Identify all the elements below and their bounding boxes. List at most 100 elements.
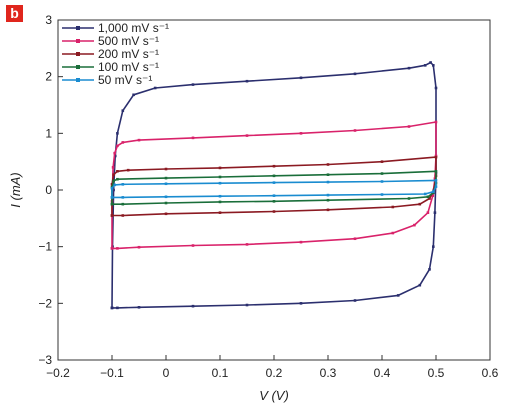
legend-label: 200 mV s⁻¹: [98, 47, 159, 61]
data-point: [111, 166, 115, 169]
legend-swatch-marker: [76, 39, 80, 43]
data-point: [218, 200, 222, 204]
x-axis-label: V (V): [259, 388, 289, 403]
series-line: [111, 170, 437, 205]
y-tick-label: −3: [38, 353, 52, 367]
data-point: [432, 190, 435, 193]
data-point: [137, 306, 141, 309]
data-point: [110, 187, 114, 190]
legend-swatch-marker: [76, 52, 80, 56]
data-point: [428, 197, 431, 200]
data-point: [121, 202, 125, 206]
data-point: [121, 196, 125, 199]
y-axis-label: I (mA): [8, 172, 23, 207]
data-point: [299, 76, 303, 80]
data-point: [164, 182, 168, 186]
data-point: [116, 247, 119, 250]
series-group: [110, 170, 438, 206]
data-point: [418, 283, 422, 287]
data-point: [396, 294, 400, 297]
data-point: [110, 306, 114, 310]
data-point: [272, 210, 276, 213]
legend-swatch-marker: [76, 78, 80, 82]
data-point: [116, 306, 119, 310]
data-point: [423, 64, 427, 67]
x-tick-label: 0.6: [482, 366, 499, 380]
data-point: [423, 192, 427, 196]
data-point: [326, 173, 330, 176]
series-line: [111, 156, 437, 217]
data-point: [426, 195, 430, 199]
x-tick-label: 0.1: [212, 366, 229, 380]
data-point: [218, 194, 222, 198]
data-point: [353, 299, 357, 302]
data-point: [429, 61, 432, 64]
data-point: [391, 231, 395, 235]
legend-label: 500 mV s⁻¹: [98, 34, 159, 48]
data-point: [434, 170, 438, 173]
data-point: [245, 243, 249, 246]
data-point: [326, 163, 330, 166]
data-point: [245, 79, 249, 83]
x-tick-label: 0.2: [266, 366, 283, 380]
data-point: [299, 132, 303, 135]
data-point: [116, 132, 119, 135]
data-point: [218, 181, 222, 185]
data-point: [191, 83, 195, 86]
data-point: [426, 211, 430, 214]
data-point: [391, 205, 395, 209]
data-point: [116, 170, 119, 173]
data-point: [431, 194, 435, 197]
data-point: [407, 125, 411, 128]
data-point: [433, 211, 437, 214]
legend-swatch-marker: [76, 26, 80, 30]
data-point: [432, 245, 435, 248]
data-point: [164, 201, 168, 205]
x-tick-label: 0.5: [428, 366, 445, 380]
data-point: [299, 240, 303, 244]
data-point: [434, 120, 438, 124]
data-point: [245, 134, 249, 137]
data-point: [164, 195, 168, 199]
data-point: [191, 136, 195, 140]
data-point: [434, 179, 438, 182]
data-point: [164, 212, 168, 216]
series-line: [111, 179, 437, 199]
data-point: [353, 72, 357, 76]
data-point: [380, 172, 384, 175]
data-point: [121, 141, 125, 144]
series-group: [110, 179, 438, 199]
data-point: [272, 200, 276, 203]
data-point: [434, 86, 438, 90]
series-group: [110, 120, 438, 250]
data-point: [353, 237, 357, 241]
data-point: [164, 167, 168, 171]
data-point: [413, 223, 416, 227]
data-point: [110, 196, 114, 199]
data-point: [218, 211, 222, 214]
data-point: [245, 303, 249, 307]
data-point: [121, 183, 125, 186]
data-point: [113, 151, 116, 155]
series-line: [111, 121, 437, 250]
y-tick-label: 3: [45, 13, 52, 27]
legend-label: 50 mV s⁻¹: [98, 73, 152, 87]
data-point: [272, 164, 276, 168]
data-point: [113, 154, 117, 158]
data-point: [428, 268, 431, 271]
data-point: [407, 197, 411, 200]
data-point: [137, 138, 141, 142]
data-point: [418, 202, 422, 206]
data-point: [272, 194, 276, 197]
legend-label: 100 mV s⁻¹: [98, 60, 159, 74]
x-tick-label: −0.2: [46, 366, 70, 380]
data-point: [326, 180, 330, 184]
data-point: [112, 179, 115, 183]
series-line: [111, 61, 437, 309]
x-tick-label: 0.3: [320, 366, 337, 380]
legend-label: 1,000 mV s⁻¹: [98, 21, 169, 35]
y-tick-label: 0: [45, 183, 52, 197]
data-point: [407, 66, 411, 70]
